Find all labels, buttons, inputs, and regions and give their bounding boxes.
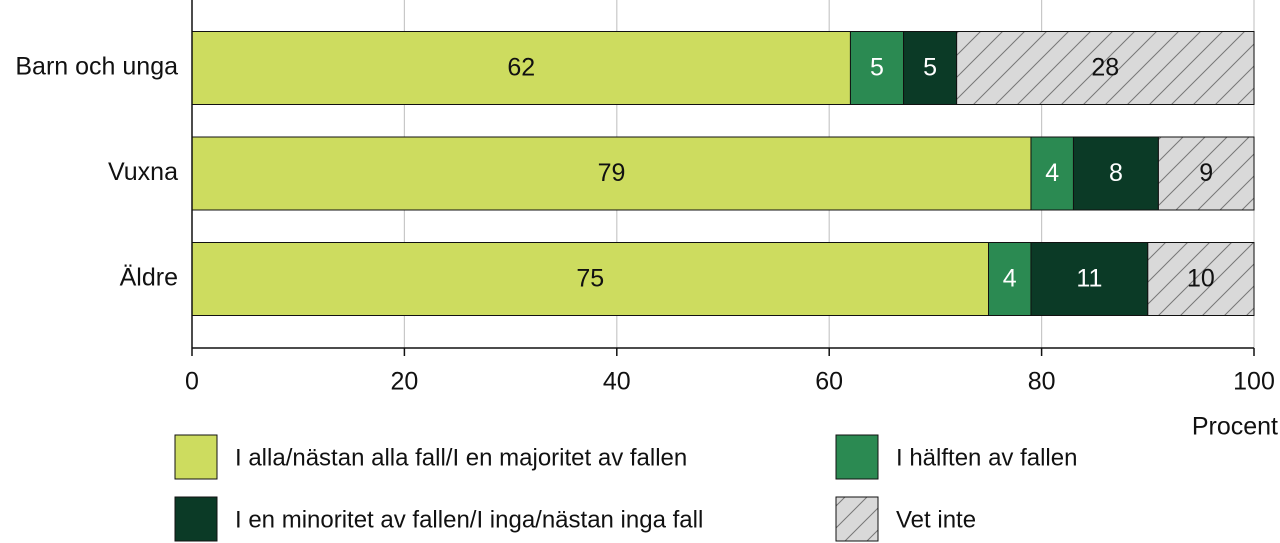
bar-segment bbox=[191, 242, 989, 316]
data-label: 10 bbox=[1187, 265, 1215, 293]
x-tick-label: 0 bbox=[185, 368, 199, 396]
data-label: 4 bbox=[1045, 159, 1059, 187]
data-label: 62 bbox=[507, 54, 535, 82]
x-tick-label: 40 bbox=[603, 368, 631, 396]
category-label: Vuxna bbox=[108, 158, 178, 186]
data-label: 8 bbox=[1109, 159, 1123, 187]
bar-segment bbox=[191, 136, 1032, 211]
data-label: 4 bbox=[1003, 265, 1017, 293]
legend-label: I en minoritet av fallen/I inga/nästan i… bbox=[235, 506, 703, 533]
legend-swatch bbox=[174, 496, 218, 542]
category-label: Barn och unga bbox=[15, 53, 178, 81]
x-tick-label: 60 bbox=[815, 368, 843, 396]
bar-segment bbox=[1030, 242, 1149, 316]
bar-segment bbox=[1030, 136, 1074, 211]
legend-label: I hälften av fallen bbox=[896, 444, 1077, 471]
bar-segment bbox=[849, 31, 905, 105]
legend-swatch bbox=[835, 434, 879, 480]
legend-swatch bbox=[835, 496, 879, 542]
data-label: 5 bbox=[923, 54, 937, 82]
data-label: 9 bbox=[1199, 159, 1213, 187]
bar-segment bbox=[191, 31, 851, 105]
x-tick-label: 20 bbox=[390, 368, 418, 396]
data-label: 11 bbox=[1076, 265, 1102, 293]
data-label: 75 bbox=[576, 265, 604, 293]
x-tick-label: 80 bbox=[1028, 368, 1056, 396]
bar-segment bbox=[988, 242, 1032, 316]
legend-swatch bbox=[174, 434, 218, 480]
legend-label: Vet inte bbox=[896, 506, 976, 533]
bar-segment bbox=[1157, 136, 1255, 211]
data-label: 79 bbox=[598, 159, 626, 187]
bar-segment bbox=[1147, 242, 1255, 316]
x-tick-label: 100 bbox=[1233, 368, 1275, 396]
legend-label: I alla/nästan alla fall/I en majoritet a… bbox=[235, 444, 687, 471]
data-label: 28 bbox=[1091, 54, 1119, 82]
category-label: Äldre bbox=[120, 264, 178, 292]
bar-segment bbox=[1072, 136, 1159, 211]
data-label: 5 bbox=[870, 54, 884, 82]
x-axis-label: Procent bbox=[1192, 413, 1278, 441]
bar-segment bbox=[956, 31, 1255, 105]
